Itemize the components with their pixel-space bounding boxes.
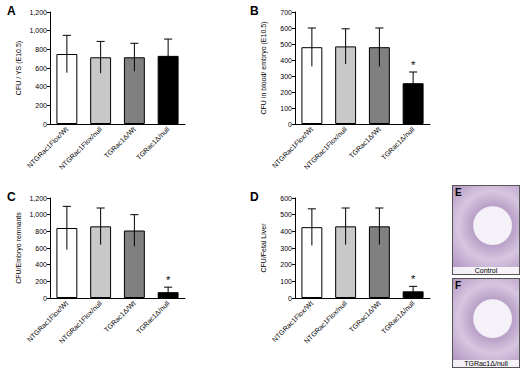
svg-text:TGRac1Δ/Wt: TGRac1Δ/Wt: [103, 125, 137, 159]
svg-text:TGRac1Δ/null: TGRac1Δ/null: [135, 299, 171, 335]
svg-text:TGRac1Δ/Wt: TGRac1Δ/Wt: [348, 125, 382, 159]
svg-text:D: D: [250, 190, 259, 204]
svg-text:NTGRac1Flox/null: NTGRac1Flox/null: [303, 125, 349, 171]
svg-text:1,200: 1,200: [29, 9, 47, 16]
svg-text:NTGRac1Flox/null: NTGRac1Flox/null: [58, 299, 104, 345]
svg-text:CFU in blood/ embryo (E10.5): CFU in blood/ embryo (E10.5): [260, 22, 268, 115]
svg-text:C: C: [7, 190, 16, 204]
svg-text:400: 400: [35, 83, 47, 90]
svg-text:NTGRac1Flox/Wt: NTGRac1Flox/Wt: [270, 299, 315, 344]
svg-text:200: 200: [35, 102, 47, 109]
svg-text:CFU/Fetal Liver: CFU/Fetal Liver: [260, 223, 267, 273]
svg-text:B: B: [250, 4, 259, 18]
svg-text:200: 200: [35, 278, 47, 285]
svg-text:0: 0: [288, 295, 292, 302]
svg-text:400: 400: [280, 57, 292, 64]
svg-text:0: 0: [43, 295, 47, 302]
svg-text:TGRac1Δ/null: TGRac1Δ/null: [380, 125, 416, 161]
svg-text:800: 800: [35, 228, 47, 235]
svg-text:CFU/Embryo remnants: CFU/Embryo remnants: [15, 212, 23, 284]
svg-text:400: 400: [280, 228, 292, 235]
svg-text:NTGRac1Flox/null: NTGRac1Flox/null: [58, 125, 104, 171]
svg-text:500: 500: [280, 41, 292, 48]
svg-text:500: 500: [280, 211, 292, 218]
svg-text:*: *: [411, 273, 416, 285]
svg-text:*: *: [166, 274, 171, 286]
svg-text:200: 200: [280, 89, 292, 96]
svg-text:300: 300: [280, 73, 292, 80]
svg-text:TGRac1Δ/Wt: TGRac1Δ/Wt: [103, 299, 137, 333]
html-text:TGRac1Δ/null: TGRac1Δ/null: [464, 360, 508, 367]
svg-text:200: 200: [280, 261, 292, 268]
svg-text:800: 800: [35, 46, 47, 53]
svg-text:*: *: [411, 59, 416, 71]
svg-text:0: 0: [288, 121, 292, 128]
svg-text:NTGRac1Flox/Wt: NTGRac1Flox/Wt: [270, 125, 315, 170]
html-text:Control: Control: [474, 267, 498, 274]
svg-text:600: 600: [35, 65, 47, 72]
svg-text:1,200: 1,200: [29, 195, 47, 202]
svg-text:TGRac1Δ/null: TGRac1Δ/null: [380, 299, 416, 335]
svg-text:100: 100: [280, 278, 292, 285]
svg-text:400: 400: [35, 261, 47, 268]
svg-text:TGRac1Δ/null: TGRac1Δ/null: [135, 125, 171, 161]
svg-text:TGRac1Δ/Wt: TGRac1Δ/Wt: [348, 299, 382, 333]
svg-text:NTGRac1Flox/Wt: NTGRac1Flox/Wt: [25, 125, 70, 170]
svg-text:NTGRac1Flox/Wt: NTGRac1Flox/Wt: [25, 299, 70, 344]
svg-text:600: 600: [280, 25, 292, 32]
svg-text:1,000: 1,000: [29, 211, 47, 218]
svg-text:600: 600: [35, 245, 47, 252]
svg-text:A: A: [7, 4, 16, 18]
svg-text:1,000: 1,000: [29, 27, 47, 34]
svg-text:CFU / YS (E10.5): CFU / YS (E10.5): [15, 41, 23, 95]
svg-text:300: 300: [280, 245, 292, 252]
svg-text:700: 700: [280, 9, 292, 16]
svg-text:0: 0: [43, 121, 47, 128]
svg-text:NTGRac1Flox/null: NTGRac1Flox/null: [303, 299, 349, 345]
svg-text:600: 600: [280, 195, 292, 202]
svg-text:100: 100: [280, 105, 292, 112]
html-text:F: F: [455, 280, 462, 291]
html-text:E: E: [455, 187, 462, 198]
